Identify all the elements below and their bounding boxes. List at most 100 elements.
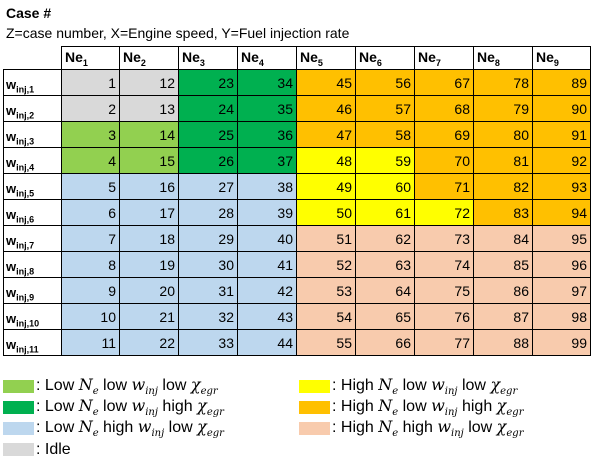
- table-header-row: Ne1 Ne2 Ne3 Ne4 Ne5 Ne6 Ne7 Ne8 Ne9: [3, 46, 591, 70]
- case-cell: 21: [119, 303, 179, 330]
- case-cell: 5: [61, 173, 120, 200]
- case-cell: 81: [473, 147, 533, 174]
- case-cell: 2: [61, 95, 120, 122]
- table-row: winj,3 3 14 25 36 47 58 69 80 91: [3, 121, 591, 148]
- case-cell: 13: [119, 95, 179, 122]
- case-cell: 29: [178, 225, 238, 252]
- legend-item: : High Ne high winj low χegr: [299, 417, 524, 440]
- case-cell: 50: [296, 199, 356, 226]
- row-header: winj,10: [3, 303, 62, 330]
- case-cell: 63: [355, 251, 415, 278]
- legend-item: : High Ne low winj low χegr: [299, 375, 518, 398]
- case-cell: 51: [296, 225, 356, 252]
- case-table: Ne1 Ne2 Ne3 Ne4 Ne5 Ne6 Ne7 Ne8 Ne9 winj,1 1 1 2 23 3…: [3, 46, 591, 356]
- legend-label: : High Ne low winj low χegr: [332, 375, 518, 398]
- column-header: Ne8: [473, 46, 533, 70]
- case-cell: 33: [178, 329, 238, 356]
- row-header: winj,1: [3, 69, 62, 96]
- case-cell: 9: [61, 277, 120, 304]
- case-cell: 85: [473, 251, 533, 278]
- case-cell: 97: [532, 277, 591, 304]
- case-cell: 99: [532, 329, 591, 356]
- legend-item: : Low Ne low winj low χegr: [3, 375, 218, 398]
- case-cell: 57: [355, 95, 415, 122]
- case-cell: 48: [296, 147, 356, 174]
- case-cell: 82: [473, 173, 533, 200]
- legend-label: : Low Ne high winj low χegr: [36, 417, 224, 440]
- column-header: Ne1: [61, 46, 120, 70]
- case-cell: 89: [532, 69, 591, 96]
- legend-label: : High Ne high winj low χegr: [332, 417, 524, 440]
- case-cell: 62: [355, 225, 415, 252]
- case-cell: 19: [119, 251, 179, 278]
- case-cell: 86: [473, 277, 533, 304]
- case-cell: 40: [237, 225, 297, 252]
- case-cell: 75: [414, 277, 474, 304]
- case-cell: 37: [237, 147, 297, 174]
- table-row: winj,9 9 20 31 42 53 64 75 86 97: [3, 277, 591, 304]
- case-cell: 61: [355, 199, 415, 226]
- case-cell: 24: [178, 95, 238, 122]
- case-cell: 23: [178, 69, 238, 96]
- legend-swatch: [3, 443, 34, 456]
- column-header: Ne5: [296, 46, 356, 70]
- case-cell: 49: [296, 173, 356, 200]
- case-cell: 96: [532, 251, 591, 278]
- row-header: winj,5: [3, 173, 62, 200]
- case-cell: 93: [532, 173, 591, 200]
- case-cell: 94: [532, 199, 591, 226]
- table-row: winj,11 11 22 33 44 55 66 77 88 99: [3, 329, 591, 356]
- table-row: winj,2 2 13 24 35 46 57 68 79 90: [3, 95, 591, 122]
- case-cell: 90: [532, 95, 591, 122]
- case-cell: 68: [414, 95, 474, 122]
- case-cell: 31: [178, 277, 238, 304]
- column-header: Ne7: [414, 46, 474, 70]
- case-cell: 52: [296, 251, 356, 278]
- legend-label: : High Ne low winj high χegr: [332, 396, 524, 419]
- case-cell: 43: [237, 303, 297, 330]
- case-cell: 79: [473, 95, 533, 122]
- row-header: winj,7: [3, 225, 62, 252]
- case-cell: 78: [473, 69, 533, 96]
- column-header: Ne6: [355, 46, 415, 70]
- case-cell: 39: [237, 199, 297, 226]
- legend-item: : High Ne low winj high χegr: [299, 396, 524, 419]
- case-cell: 88: [473, 329, 533, 356]
- case-cell: 4: [61, 147, 120, 174]
- table-row: winj,4 4 15 26 37 48 59 70 81 92: [3, 147, 591, 174]
- table-row: winj,6 6 17 28 39 50 61 72 83 94: [3, 199, 591, 226]
- case-cell: 74: [414, 251, 474, 278]
- case-cell: 20: [119, 277, 179, 304]
- case-cell: 46: [296, 95, 356, 122]
- row-header: winj,2: [3, 95, 62, 122]
- case-cell: 17: [119, 199, 179, 226]
- legend-label: : Low Ne low winj high χegr: [36, 396, 224, 419]
- case-cell: 69: [414, 121, 474, 148]
- legend-label: : Low Ne low winj low χegr: [36, 375, 218, 398]
- case-cell: 7: [61, 225, 120, 252]
- page-subtitle: Z=case number, X=Engine speed, Y=Fuel in…: [6, 25, 350, 41]
- legend-swatch: [3, 422, 34, 435]
- case-cell: 58: [355, 121, 415, 148]
- table-row: winj,5 5 16 27 38 49 60 71 82 93: [3, 173, 591, 200]
- row-header: winj,9: [3, 277, 62, 304]
- case-cell: 6: [61, 199, 120, 226]
- legend-label: : Idle: [36, 440, 71, 458]
- case-cell: 87: [473, 303, 533, 330]
- case-cell: 72: [414, 199, 474, 226]
- case-cell: 67: [414, 69, 474, 96]
- row-header: winj,6: [3, 199, 62, 226]
- table-row: winj,10 10 21 32 43 54 65 76 87 98: [3, 303, 591, 330]
- case-cell: 11: [61, 329, 120, 356]
- case-cell: 91: [532, 121, 591, 148]
- case-cell: 83: [473, 199, 533, 226]
- case-cell: 60: [355, 173, 415, 200]
- case-cell: 59: [355, 147, 415, 174]
- case-cell: 64: [355, 277, 415, 304]
- case-cell: 12: [119, 69, 179, 96]
- case-cell: 77: [414, 329, 474, 356]
- case-cell: 38: [237, 173, 297, 200]
- case-cell: 18: [119, 225, 179, 252]
- case-cell: 92: [532, 147, 591, 174]
- case-cell: 98: [532, 303, 591, 330]
